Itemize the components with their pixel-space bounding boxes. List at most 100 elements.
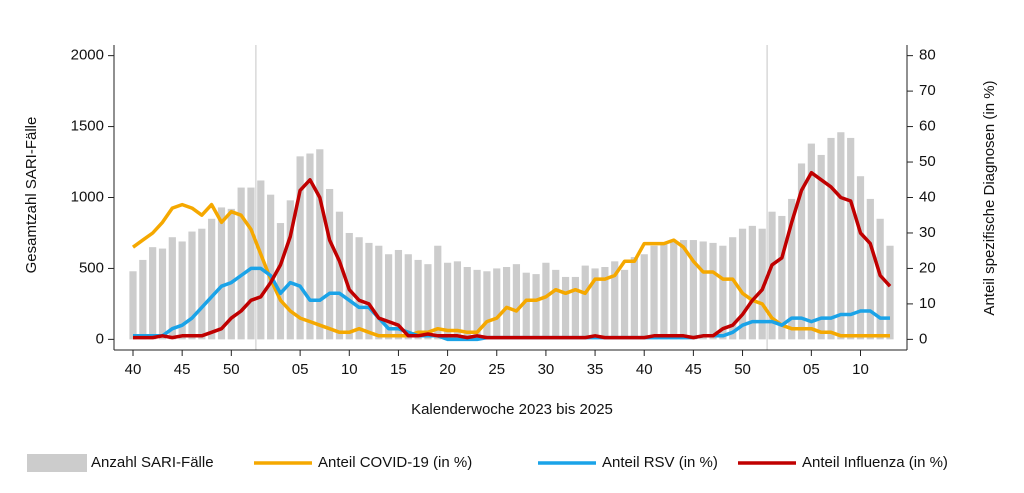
bar: [561, 276, 570, 340]
bar: [591, 268, 599, 340]
bar: [375, 245, 383, 340]
bar: [267, 194, 275, 340]
x-axis-label: Kalenderwoche 2023 bis 2025: [411, 401, 613, 418]
bar: [640, 254, 648, 340]
x-tick-label: 05: [292, 361, 309, 378]
line-series: [131, 202, 890, 338]
y2-tick-label: 10: [919, 295, 936, 312]
bar: [827, 137, 835, 340]
bar: [866, 198, 874, 340]
bar: [581, 265, 589, 340]
x-tick-label: 30: [538, 361, 555, 378]
bar: [414, 259, 422, 340]
bar: [876, 218, 884, 340]
bar: [709, 242, 717, 340]
bar: [424, 264, 432, 340]
x-tick-label: 50: [223, 361, 240, 378]
bar: [670, 241, 678, 340]
bar: [571, 276, 580, 340]
bar: [483, 271, 491, 340]
bar: [198, 228, 206, 340]
x-tick-label: 45: [685, 361, 702, 378]
y-tick-label: 1500: [71, 118, 104, 135]
bar: [729, 237, 737, 340]
y2-tick-label: 0: [919, 330, 927, 347]
bar: [178, 241, 186, 340]
y2-tick-label: 40: [919, 188, 936, 205]
bar: [493, 268, 501, 340]
bar: [542, 262, 550, 340]
x-tick-label: 40: [636, 361, 653, 378]
x-tick-label: 05: [803, 361, 820, 378]
x-tick-label: 35: [587, 361, 604, 378]
x-tick-label: 50: [734, 361, 751, 378]
bar: [502, 267, 511, 340]
y2-tick-label: 50: [919, 153, 936, 170]
bar: [335, 211, 344, 340]
y2-tick-label: 30: [919, 224, 936, 241]
bar: [748, 225, 756, 340]
bar: [404, 254, 412, 340]
bar: [217, 207, 226, 340]
y-tick-label: 2000: [71, 47, 104, 64]
bar: [434, 245, 442, 340]
bar: [296, 156, 304, 340]
x-tick-label: 25: [488, 361, 505, 378]
bar: [316, 149, 324, 340]
x-tick-label: 15: [390, 361, 407, 378]
bar: [453, 261, 462, 340]
y-tick-label: 1000: [71, 188, 104, 205]
y-axis-label: Gesamtzahl SARI-Fälle: [23, 117, 40, 274]
bar: [817, 154, 825, 340]
legend-label: Anteil RSV (in %): [602, 454, 718, 471]
line-series: [133, 170, 892, 340]
bar: [630, 257, 638, 340]
bar: [168, 237, 176, 340]
bar: [660, 242, 668, 340]
legend-swatch: [27, 454, 87, 472]
bar: [689, 240, 697, 340]
bar: [247, 187, 255, 340]
bar: [620, 269, 629, 340]
bar: [237, 187, 245, 340]
bar: [355, 237, 363, 340]
bar: [463, 267, 471, 340]
bar: [512, 264, 521, 340]
y2-tick-label: 20: [919, 259, 936, 276]
legend-label: Anteil Influenza (in %): [802, 454, 948, 471]
legend-label: Anteil COVID-19 (in %): [318, 454, 472, 471]
bar: [847, 137, 855, 340]
bar: [768, 211, 776, 340]
bar: [227, 208, 235, 340]
bar: [326, 188, 334, 340]
x-tick-label: 20: [439, 361, 456, 378]
y2-tick-label: 70: [919, 82, 936, 99]
bar: [788, 198, 796, 340]
y2-axis-label: Anteil spezifische Diagnosen (in %): [981, 80, 998, 315]
bar: [611, 261, 619, 340]
y-tick-label: 0: [96, 330, 104, 347]
bar: [797, 163, 806, 340]
bar: [758, 228, 766, 340]
bar: [365, 242, 373, 340]
bar: [532, 274, 540, 340]
bar: [129, 271, 137, 340]
bar: [473, 269, 481, 340]
bar: [306, 153, 314, 340]
x-tick-label: 45: [174, 361, 191, 378]
y2-tick-label: 80: [919, 47, 936, 64]
bar: [158, 248, 167, 340]
bar: [149, 247, 157, 340]
bar: [188, 231, 196, 340]
bar: [286, 200, 294, 340]
bar: [699, 241, 707, 340]
bar: [385, 254, 393, 340]
bar: [807, 143, 815, 340]
bar: [276, 223, 285, 340]
x-tick-label: 10: [341, 361, 358, 378]
bar: [738, 228, 747, 340]
y-tick-label: 500: [79, 259, 104, 276]
bar: [719, 245, 727, 340]
y2-tick-label: 60: [919, 118, 936, 135]
